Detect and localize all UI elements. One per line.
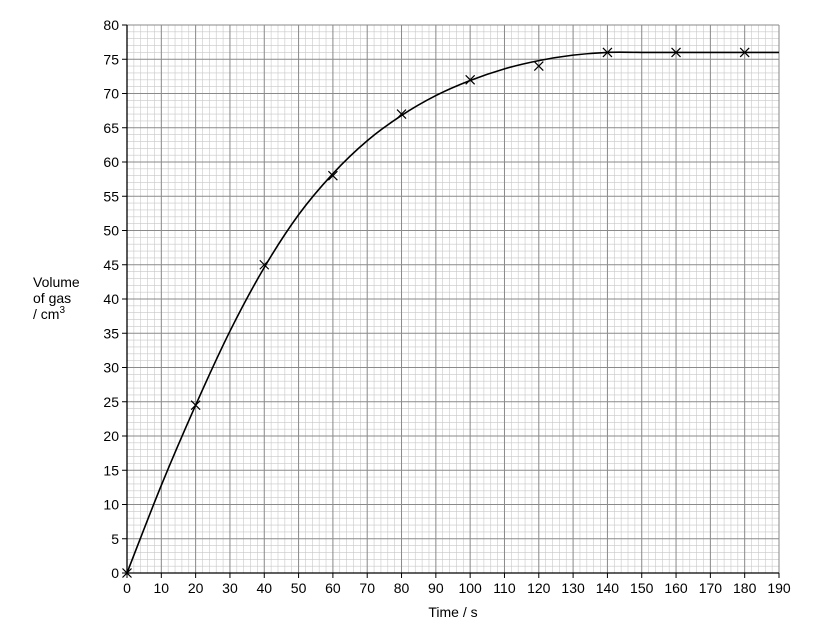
y-tick-label: 30	[103, 360, 119, 376]
marker-stroke	[739, 47, 750, 58]
data-point-marker	[259, 259, 270, 270]
data-point-marker	[190, 400, 201, 411]
x-tick-label: 100	[458, 580, 482, 596]
marker-stroke	[533, 61, 544, 72]
x-tick-labels: 0 10 20 30 40 50 60 70 80 90 100 110 120 130 140 150 160…	[123, 580, 791, 596]
y-tick-label: 50	[103, 223, 119, 239]
y-axis-label-superscript: 3	[59, 305, 65, 316]
best-fit-curve	[126, 51, 780, 574]
y-axis-label-line-1: Volume	[33, 274, 80, 290]
data-point-marker	[122, 568, 132, 578]
x-tick-label: 140	[596, 580, 620, 596]
x-tick-label: 50	[291, 580, 307, 596]
marker-stroke	[671, 47, 681, 58]
y-tick-label: 60	[103, 154, 119, 170]
marker-stroke	[465, 74, 476, 85]
y-tick-label: 75	[103, 51, 119, 67]
marker-stroke	[396, 109, 407, 119]
x-tick-label: 70	[359, 580, 375, 596]
data-point-marker	[602, 47, 613, 58]
marker-stroke	[602, 47, 613, 58]
x-tick-label: 150	[630, 580, 654, 596]
y-tick-label: 5	[111, 531, 119, 547]
y-axis-label-line-3: / cm3	[33, 305, 65, 322]
y-tick-label: 55	[103, 188, 119, 204]
data-point-marker	[465, 74, 476, 85]
x-tick-label: 120	[527, 580, 551, 596]
y-tick-label: 0	[111, 565, 119, 581]
y-tick-label: 35	[103, 325, 119, 341]
y-tick-label: 25	[103, 394, 119, 410]
x-tick-label: 30	[222, 580, 238, 596]
y-tick-labels: 0 5 10 15 20 25 30 35 40 45 50 55 60 65 70 75 80	[103, 17, 119, 581]
x-axis-label: Time / s	[428, 604, 477, 620]
y-tick-label: 70	[103, 86, 119, 102]
y-tick-label: 15	[103, 462, 119, 478]
x-tick-label: 180	[733, 580, 757, 596]
data-point-marker	[533, 61, 544, 72]
x-tick-label: 80	[394, 580, 410, 596]
y-tick-label: 45	[103, 257, 119, 273]
x-tick-label: 130	[561, 580, 585, 596]
x-tick-label: 160	[664, 580, 688, 596]
x-tick-label: 40	[256, 580, 272, 596]
marker-stroke	[259, 259, 270, 270]
x-tick-label: 10	[154, 580, 170, 596]
x-tick-label: 90	[428, 580, 444, 596]
x-tick-label: 0	[123, 580, 131, 596]
y-axis-label-line-2: of gas	[33, 290, 71, 306]
axes	[122, 24, 780, 578]
data-point-marker	[396, 109, 407, 119]
marker-stroke	[190, 400, 201, 411]
y-axis-label-unit: / cm	[33, 306, 59, 322]
data-point-marker	[739, 47, 750, 58]
x-tick-label: 110	[493, 580, 516, 596]
marker-stroke	[327, 170, 338, 181]
x-tick-label: 20	[188, 580, 204, 596]
x-tick-label: 190	[767, 580, 791, 596]
data-markers	[122, 47, 750, 578]
y-tick-label: 10	[103, 497, 119, 513]
best-fit-curve-path	[126, 51, 780, 574]
x-tick-label: 170	[699, 580, 723, 596]
y-tick-label: 65	[103, 120, 119, 136]
x-tick-label: 60	[325, 580, 341, 596]
marker-stroke	[122, 568, 132, 578]
data-point-marker	[671, 47, 681, 58]
y-tick-label: 40	[103, 291, 119, 307]
y-tick-label: 80	[103, 17, 119, 33]
data-point-marker	[327, 170, 338, 181]
y-tick-label: 20	[103, 428, 119, 444]
